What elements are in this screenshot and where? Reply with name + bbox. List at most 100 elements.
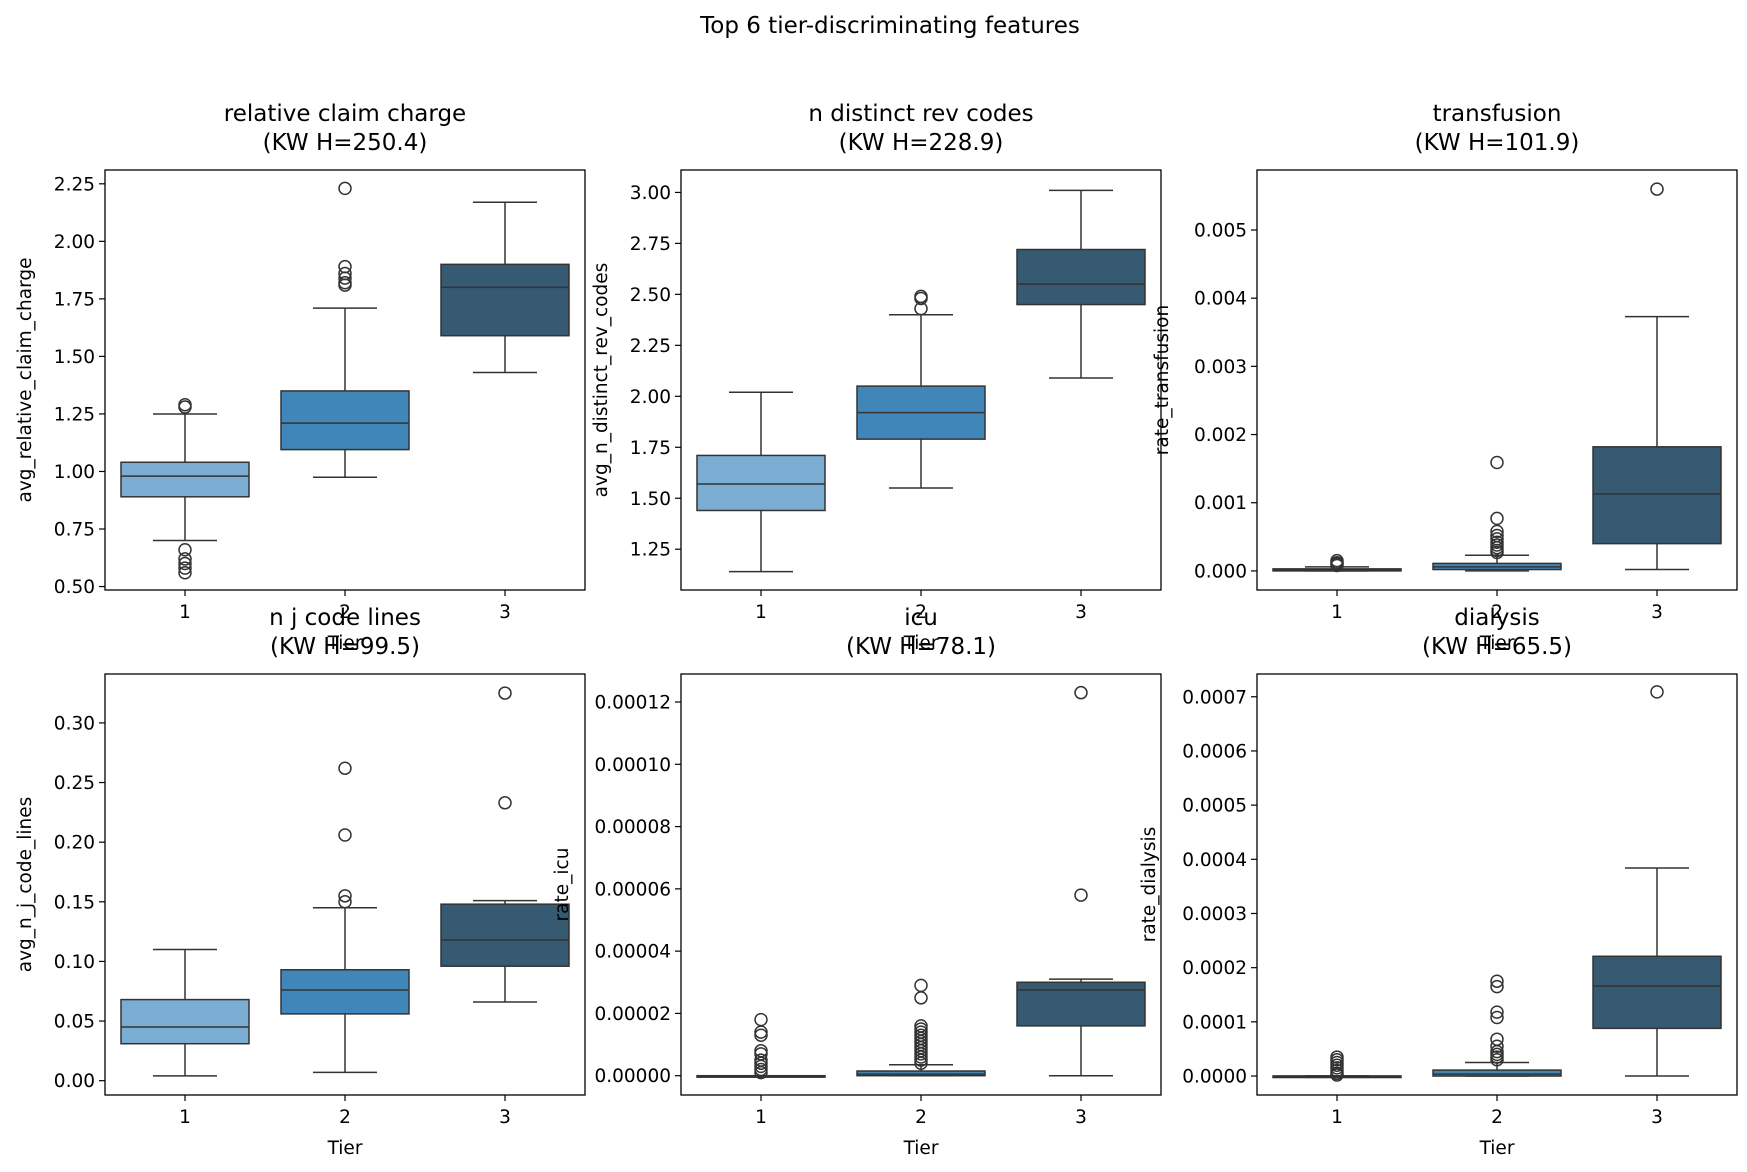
y-tick-label: 0.0007 bbox=[1182, 687, 1247, 708]
box-iqr bbox=[440, 903, 570, 967]
panel-3: transfusion (KW H=101.9) 0.000 0.001 0.002 0.… bbox=[1152, 101, 1738, 654]
panel-subtitle: (KW H=99.5) bbox=[270, 634, 420, 660]
box-iqr bbox=[440, 263, 570, 337]
y-tick-label: 1.50 bbox=[630, 489, 671, 510]
x-tick-label: 2 bbox=[339, 1107, 351, 1128]
y-tick-label: 1.75 bbox=[630, 438, 671, 459]
x-axis-label: Tier bbox=[1479, 633, 1515, 654]
box-tier-3 bbox=[440, 686, 570, 1003]
box-tier-1 bbox=[120, 397, 250, 580]
box-iqr bbox=[696, 454, 826, 512]
outlier-point bbox=[754, 1028, 768, 1042]
x-tick-label: 2 bbox=[1491, 1107, 1503, 1128]
box-tier-2 bbox=[280, 761, 410, 1074]
panel-subtitle: (KW H=78.1) bbox=[846, 634, 996, 660]
outlier-point bbox=[338, 271, 352, 285]
y-tick-label: 2.75 bbox=[630, 234, 671, 255]
outlier-point bbox=[914, 991, 928, 1005]
outlier-point bbox=[338, 278, 352, 292]
x-tick-label: 3 bbox=[1075, 1107, 1087, 1128]
outlier-point bbox=[1074, 685, 1088, 700]
panel-subtitle: (KW H=228.9) bbox=[839, 130, 1004, 156]
y-tick-label: 0.000 bbox=[1194, 561, 1247, 582]
y-tick-label: 0.002 bbox=[1194, 425, 1247, 446]
panels: relative claim charge (KW H=250.4) 0.50 0.7… bbox=[15, 101, 1738, 1159]
y-tick-label: 0.05 bbox=[54, 1012, 95, 1033]
y-tick-label: 0.0003 bbox=[1182, 904, 1247, 925]
box-iqr bbox=[120, 998, 250, 1045]
x-tick-label: 3 bbox=[1651, 1107, 1663, 1128]
y-axis-label: avg_relative_claim_charge bbox=[15, 257, 36, 502]
y-tick-label: 0.15 bbox=[54, 892, 95, 913]
x-tick-label: 1 bbox=[1331, 602, 1343, 623]
box-tier-3 bbox=[1016, 685, 1146, 1077]
outlier-point bbox=[1330, 1068, 1344, 1082]
box-tier-1 bbox=[120, 948, 250, 1077]
x-tick-label: 1 bbox=[755, 1107, 767, 1128]
y-tick-label: 0.004 bbox=[1194, 289, 1247, 310]
y-tick-label: 1.25 bbox=[54, 404, 95, 425]
box-tier-1 bbox=[696, 391, 826, 573]
panel-2: n distinct rev codes (KW H=228.9) 1.25 1.50… bbox=[591, 101, 1162, 654]
outlier-point bbox=[178, 400, 192, 414]
y-tick-label: 2.50 bbox=[630, 285, 671, 306]
outlier-point bbox=[1490, 979, 1504, 994]
outlier-point bbox=[1490, 1053, 1504, 1067]
y-tick-label: 1.50 bbox=[54, 347, 95, 368]
outlier-point bbox=[1650, 685, 1664, 699]
box-iqr bbox=[280, 390, 410, 451]
y-tick-label: 0.10 bbox=[54, 952, 95, 973]
x-tick-label: 1 bbox=[179, 1107, 191, 1128]
y-axis-label: avg_n_distinct_rev_codes bbox=[591, 263, 612, 498]
y-tick-label: 0.0005 bbox=[1182, 796, 1247, 817]
box-tier-1 bbox=[1272, 553, 1402, 573]
y-tick-label: 0.0001 bbox=[1182, 1012, 1247, 1033]
y-tick-label: 1.00 bbox=[54, 462, 95, 483]
y-tick-label: 0.00000 bbox=[594, 1066, 671, 1087]
outlier-point bbox=[754, 1025, 768, 1039]
y-tick-label: 0.00008 bbox=[594, 817, 671, 838]
outlier-point bbox=[178, 565, 192, 580]
y-axis-label: avg_n_j_code_lines bbox=[15, 797, 36, 973]
x-axis-label: Tier bbox=[327, 633, 363, 654]
panel-subtitle: (KW H=250.4) bbox=[263, 130, 428, 156]
panel-title: n distinct rev codes bbox=[808, 101, 1033, 127]
outlier-point bbox=[498, 686, 512, 700]
outlier-point bbox=[498, 796, 512, 810]
outlier-point bbox=[754, 1012, 768, 1027]
panel-title: icu bbox=[904, 605, 938, 631]
box-tier-1 bbox=[696, 1012, 826, 1080]
axes-frame bbox=[1256, 673, 1738, 1096]
y-tick-label: 0.00004 bbox=[594, 942, 671, 963]
panel-subtitle: (KW H=65.5) bbox=[1422, 634, 1572, 660]
y-tick-label: 2.25 bbox=[54, 174, 95, 195]
y-tick-label: 0.005 bbox=[1194, 221, 1247, 242]
panel-5: icu (KW H=78.1) 0.00000 0.00002 0.00004 0.000… bbox=[552, 605, 1162, 1159]
y-tick-label: 0.20 bbox=[54, 833, 95, 854]
y-tick-label: 0.50 bbox=[54, 577, 95, 598]
y-tick-label: 0.0006 bbox=[1182, 741, 1247, 762]
outlier-point bbox=[1490, 974, 1504, 988]
box-tier-2 bbox=[280, 181, 410, 478]
panel-title: relative claim charge bbox=[224, 101, 466, 127]
outlier-point bbox=[1490, 1032, 1504, 1046]
outlier-point bbox=[914, 301, 928, 316]
outlier-point bbox=[338, 889, 352, 903]
box-tier-1 bbox=[1272, 1050, 1402, 1082]
box-tier-3 bbox=[440, 201, 570, 374]
outlier-point bbox=[1490, 1005, 1504, 1019]
y-tick-label: 0.00 bbox=[54, 1071, 95, 1092]
box-iqr bbox=[1016, 248, 1146, 306]
y-tick-label: 0.00006 bbox=[594, 879, 671, 900]
outlier-point bbox=[338, 259, 352, 274]
x-tick-label: 2 bbox=[915, 1107, 927, 1128]
x-tick-label: 1 bbox=[1331, 1107, 1343, 1128]
box-tier-2 bbox=[856, 978, 986, 1077]
box-iqr bbox=[1592, 446, 1722, 545]
box-iqr bbox=[1432, 1069, 1562, 1077]
y-tick-label: 0.00012 bbox=[594, 693, 671, 714]
y-tick-label: 2.00 bbox=[54, 232, 95, 253]
outlier-point bbox=[1330, 558, 1344, 573]
y-tick-label: 0.0002 bbox=[1182, 958, 1247, 979]
